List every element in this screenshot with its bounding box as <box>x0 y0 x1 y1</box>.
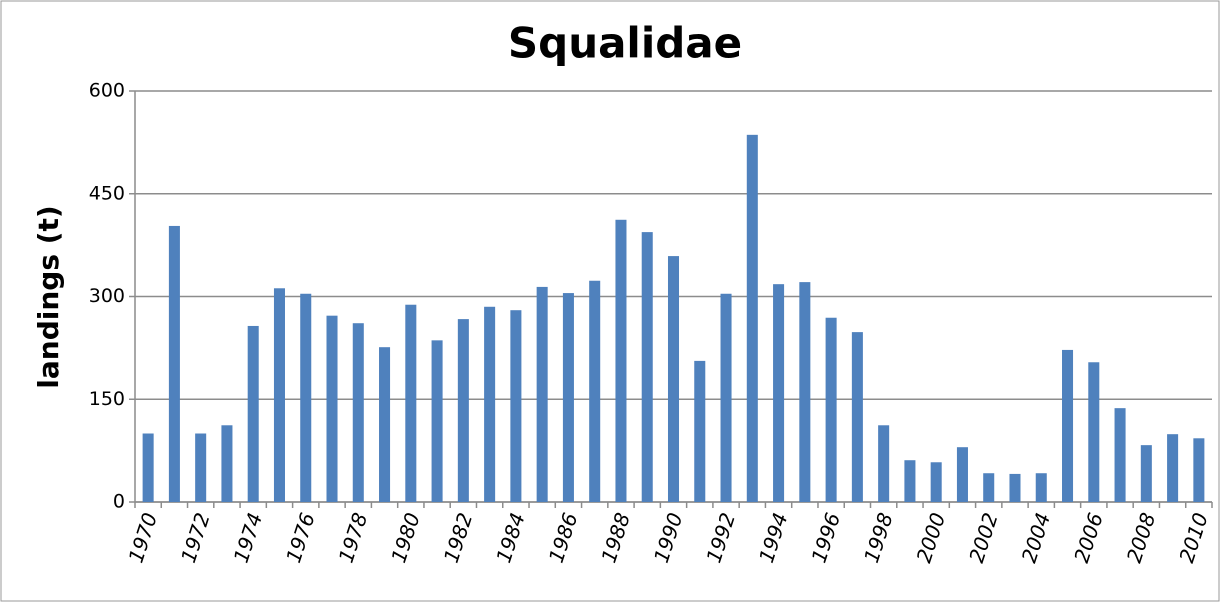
bar <box>1140 445 1152 502</box>
y-tick-label: 450 <box>89 182 125 204</box>
y-axis-label: landings (t) <box>32 205 65 388</box>
bar <box>983 473 995 502</box>
y-tick-label: 600 <box>89 80 125 102</box>
bar <box>273 288 285 502</box>
bar <box>457 319 469 502</box>
bar <box>746 134 758 502</box>
y-tick-label: 300 <box>89 285 125 307</box>
bar <box>1035 473 1047 502</box>
bar <box>1167 434 1179 502</box>
bar <box>168 225 180 502</box>
bar <box>1193 438 1205 502</box>
bar <box>930 462 942 502</box>
chart-title: Squalidae <box>508 19 742 68</box>
bar <box>825 317 837 502</box>
bar <box>878 425 890 502</box>
bar <box>773 284 785 502</box>
bar <box>221 425 233 502</box>
bar <box>352 323 364 502</box>
bar <box>956 447 968 502</box>
y-tick-label: 150 <box>89 388 125 410</box>
bar <box>142 433 154 502</box>
bar <box>1062 349 1074 502</box>
bar <box>720 293 732 502</box>
bar <box>615 219 627 502</box>
bar <box>431 340 443 502</box>
bar <box>1114 408 1126 502</box>
bar <box>694 360 706 502</box>
bar <box>484 306 496 502</box>
bar <box>300 293 312 502</box>
bar <box>851 332 863 502</box>
bar <box>667 256 680 502</box>
bar <box>510 310 522 502</box>
bar <box>1088 362 1100 502</box>
bar <box>536 286 548 502</box>
bar <box>405 304 417 502</box>
bar <box>641 232 653 503</box>
bar <box>1009 473 1021 502</box>
bar <box>195 433 207 502</box>
bar <box>589 280 601 502</box>
bar <box>562 293 574 502</box>
bar <box>247 325 259 502</box>
bar <box>379 347 391 502</box>
bar <box>326 315 338 502</box>
bar <box>799 282 811 502</box>
bar <box>904 460 916 502</box>
y-tick-label: 0 <box>113 491 125 513</box>
